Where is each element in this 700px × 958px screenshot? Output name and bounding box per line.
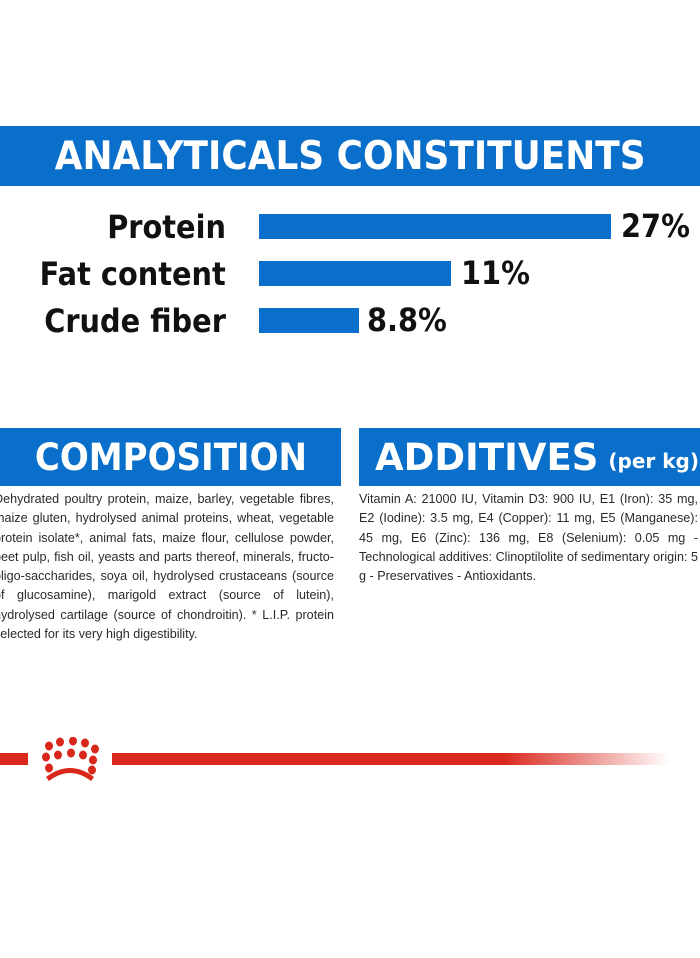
additives-title-banner: ADDITIVES (per kg): [359, 428, 700, 486]
chart-value: 11%: [461, 254, 530, 292]
chart-value: 8.8%: [367, 301, 447, 339]
chart-bar: [259, 214, 611, 239]
chart-label: Fat content: [39, 255, 226, 293]
chart-label: Protein: [107, 208, 226, 246]
additives-title: ADDITIVES: [375, 435, 599, 479]
brand-divider-left: [0, 753, 28, 765]
brand-divider-right: [112, 753, 670, 765]
chart-bar: [259, 308, 359, 333]
chart-label: Crude fiber: [44, 302, 226, 340]
chart-row-protein: Protein 27%: [0, 207, 700, 246]
chart-row-fiber: Crude fiber 8.8%: [0, 301, 700, 340]
composition-title-banner: COMPOSITION: [0, 428, 341, 486]
crown-icon: [28, 736, 112, 783]
chart-value: 27%: [621, 207, 690, 245]
additives-subtitle: (per kg): [608, 449, 700, 473]
analytics-title: ANALYTICALS CONSTITUENTS: [54, 133, 646, 179]
additives-text: Vitamin A: 21000 IU, Vitamin D3: 900 IU,…: [359, 492, 698, 584]
analytics-title-banner: ANALYTICALS CONSTITUENTS: [0, 126, 700, 186]
composition-title: COMPOSITION: [34, 435, 307, 479]
composition-text: Dehydrated poultry protein, maize, barle…: [0, 492, 334, 642]
chart-row-fat: Fat content 11%: [0, 254, 700, 293]
chart-bar: [259, 261, 451, 286]
